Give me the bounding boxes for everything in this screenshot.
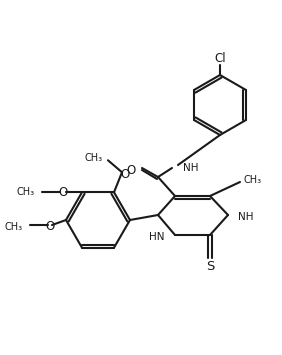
Text: O: O bbox=[120, 168, 130, 181]
Text: HN: HN bbox=[149, 232, 165, 242]
Text: CH₃: CH₃ bbox=[244, 175, 262, 185]
Text: NH: NH bbox=[238, 212, 254, 222]
Text: CH₃: CH₃ bbox=[17, 187, 35, 197]
Text: O: O bbox=[45, 220, 55, 234]
Text: S: S bbox=[206, 261, 214, 273]
Text: CH₃: CH₃ bbox=[85, 153, 103, 163]
Text: Cl: Cl bbox=[214, 51, 226, 65]
Text: O: O bbox=[127, 164, 136, 176]
Text: O: O bbox=[58, 186, 68, 199]
Text: CH₃: CH₃ bbox=[5, 222, 23, 232]
Text: NH: NH bbox=[183, 163, 199, 173]
